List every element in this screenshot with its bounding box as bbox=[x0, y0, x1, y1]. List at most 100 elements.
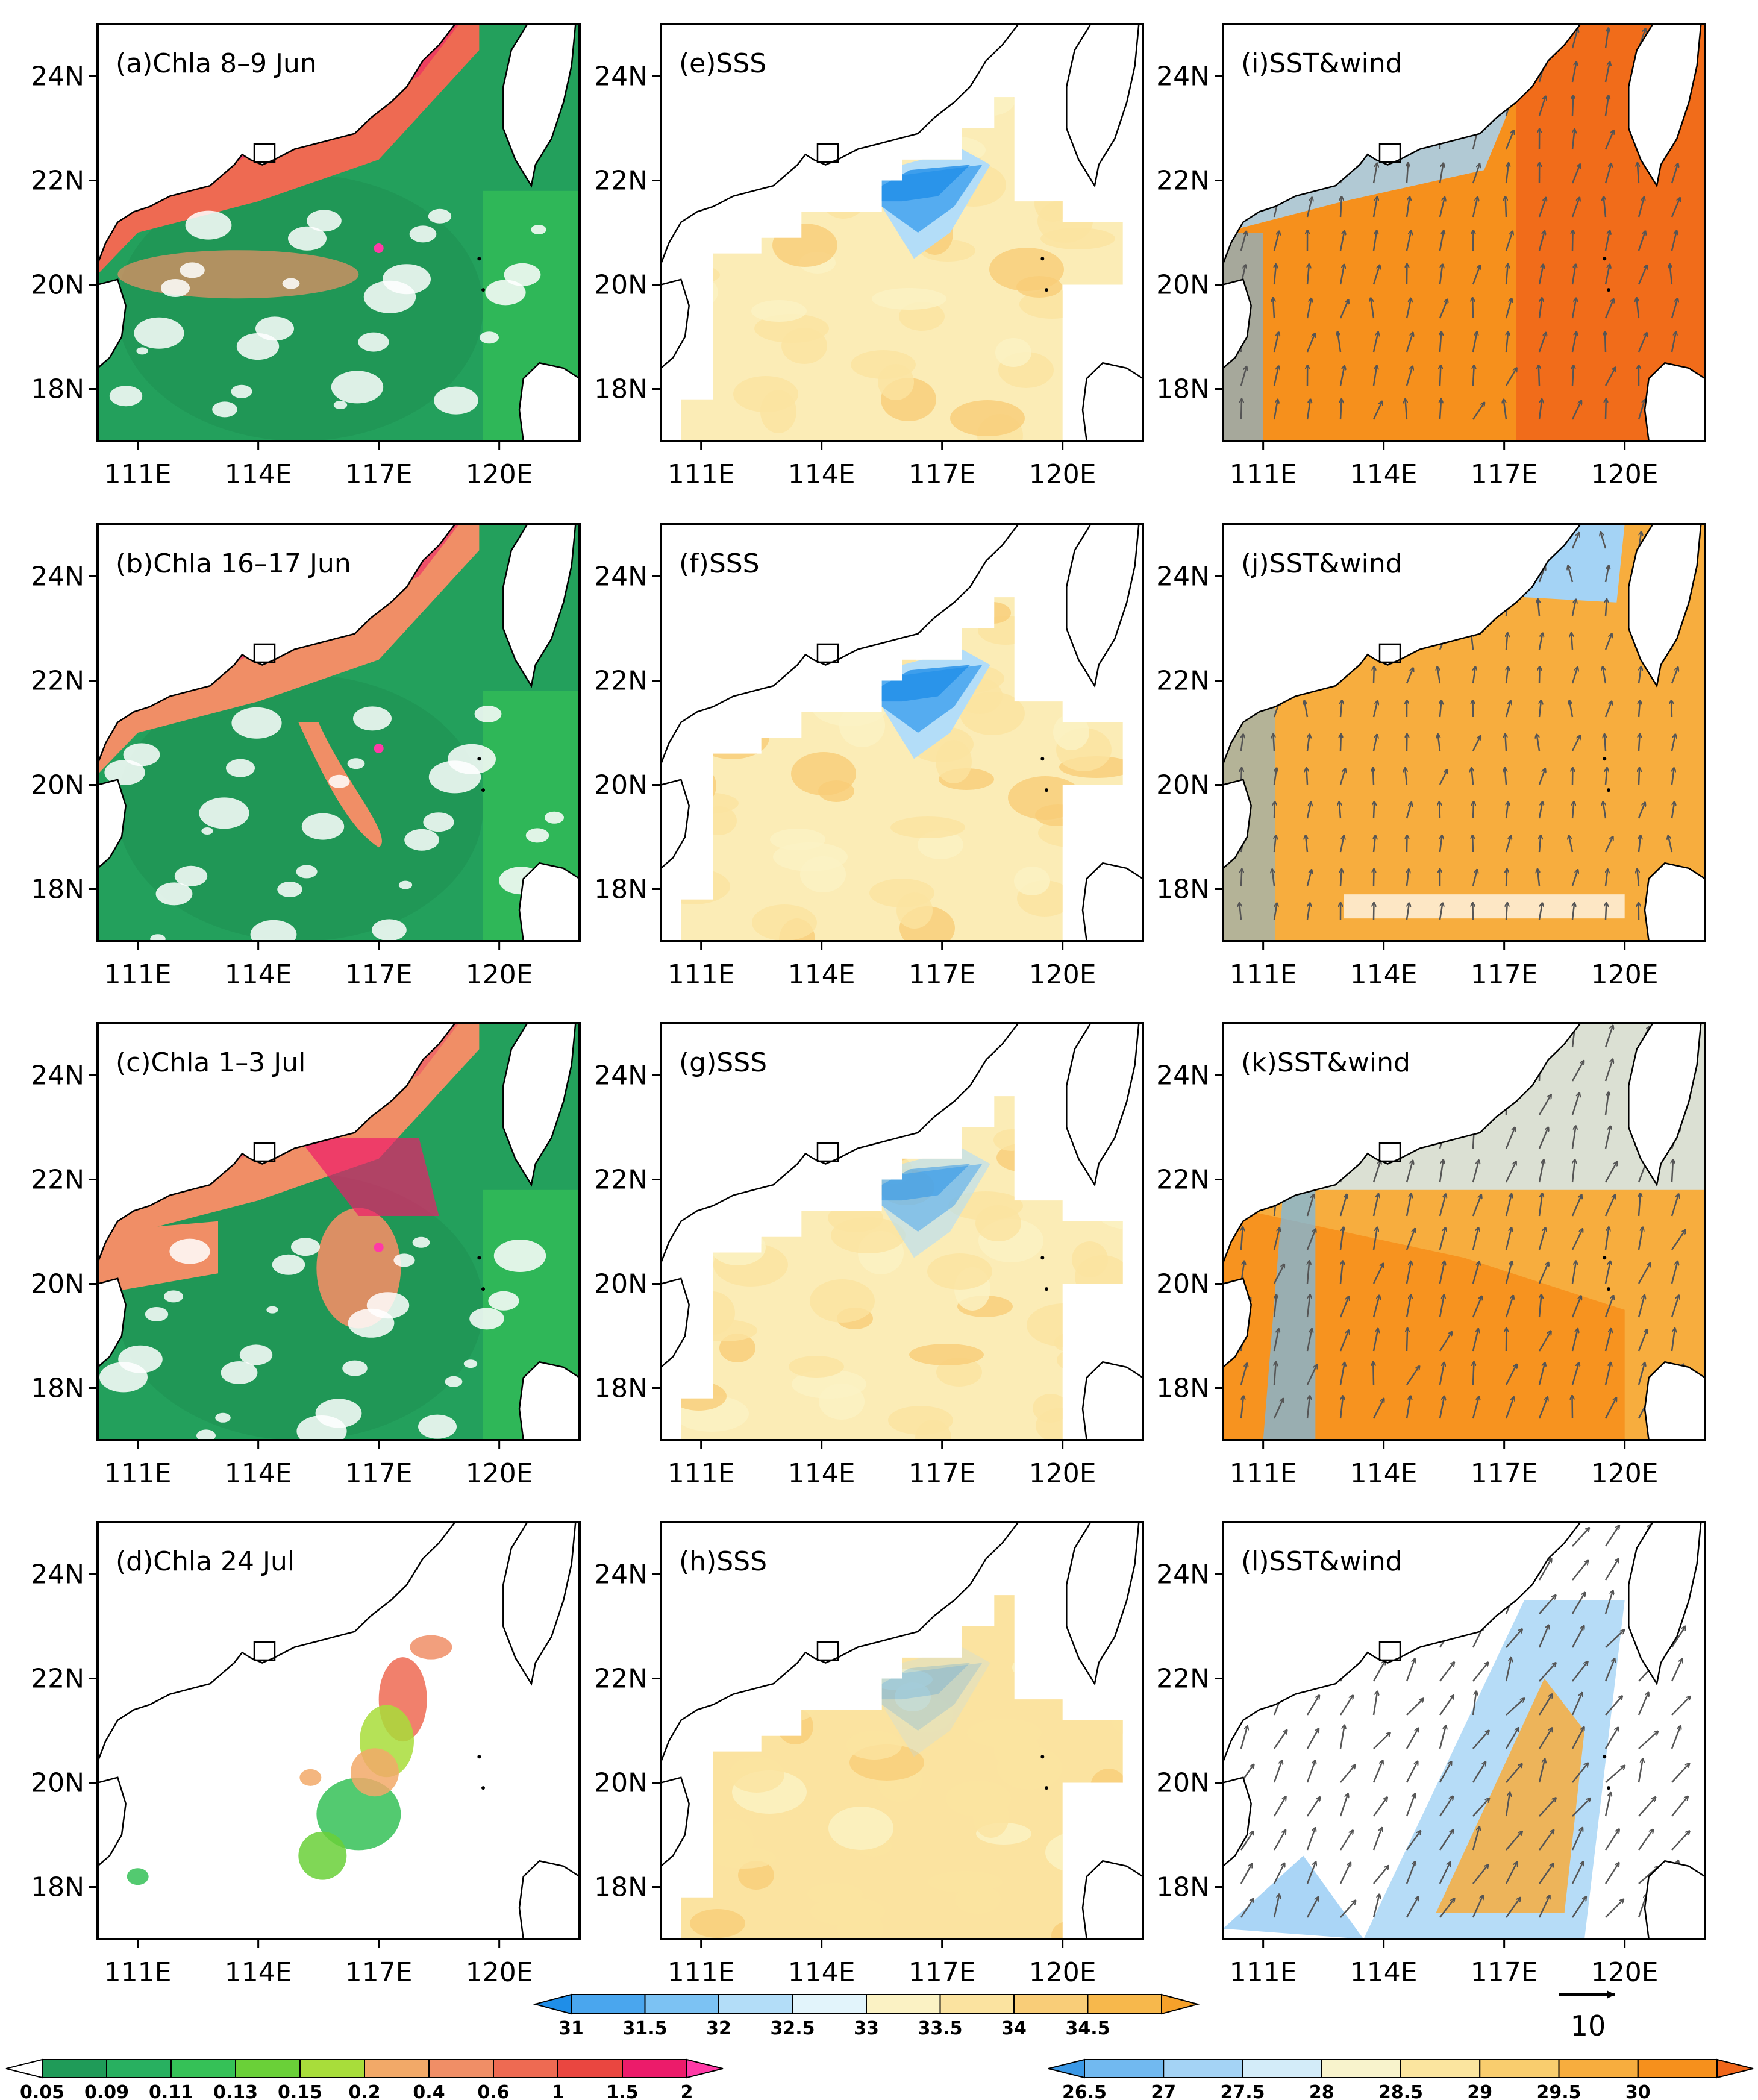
wind-vector bbox=[1306, 734, 1310, 751]
coastline-taiwan bbox=[502, 1522, 577, 1686]
lon-tick-label: 120E bbox=[466, 459, 533, 490]
estuary-box bbox=[816, 643, 839, 663]
estuary-box bbox=[1378, 1142, 1401, 1162]
wind-vector bbox=[1604, 634, 1612, 650]
lon-tick-label: 120E bbox=[466, 1957, 533, 1988]
wind-vector bbox=[1439, 769, 1447, 785]
panel-frame bbox=[1222, 1022, 1706, 1441]
wind-vector bbox=[1671, 768, 1674, 785]
coastline-taiwan bbox=[502, 524, 577, 688]
wind-vector bbox=[1571, 736, 1580, 751]
wind-vector bbox=[1473, 365, 1474, 386]
wind-vector bbox=[1571, 129, 1575, 150]
wind-vector bbox=[1406, 1229, 1415, 1250]
wind-vector bbox=[1306, 400, 1310, 420]
wind-vector bbox=[1473, 1362, 1474, 1385]
coastline-hainan bbox=[98, 278, 127, 369]
wind-vector bbox=[1639, 835, 1641, 853]
wind-vector bbox=[1505, 1296, 1513, 1318]
wind-vector bbox=[1406, 231, 1411, 251]
wind-vector bbox=[1405, 768, 1407, 785]
wind-vector bbox=[1571, 633, 1572, 650]
wind-vector bbox=[1505, 1658, 1511, 1682]
wind-vector bbox=[1240, 231, 1247, 251]
wind-vector bbox=[1505, 836, 1511, 853]
wind-vector bbox=[1637, 869, 1639, 886]
coastline-luzon bbox=[1644, 862, 1705, 941]
map-panel-sst-3: (k)SST&wind 24N 22N 20N 18N 111E 114E 117E 120E bbox=[1156, 1022, 1706, 1489]
lon-tick-label: 111E bbox=[1230, 459, 1297, 490]
colorbar-tick-label: 26.5 bbox=[1062, 2082, 1107, 2100]
wind-vector bbox=[1439, 264, 1442, 285]
wind-vector bbox=[1604, 130, 1614, 150]
wind-vector bbox=[1240, 1396, 1243, 1419]
colorbar-tick-label: 27.5 bbox=[1220, 2082, 1265, 2100]
wind-vector bbox=[1372, 1263, 1383, 1284]
wind-vector bbox=[1506, 633, 1507, 650]
colorbar-over-triangle bbox=[1716, 2058, 1754, 2079]
wind-vector bbox=[1571, 1329, 1578, 1352]
wind-vector bbox=[1572, 1763, 1588, 1783]
wind-vector bbox=[1340, 869, 1342, 886]
map-panel-sst-1: (i)SST&wind 24N 22N 20N 18N 111E 114E 117E 120E bbox=[1156, 23, 1706, 490]
lon-tick-label: 114E bbox=[788, 1458, 856, 1489]
wind-vector bbox=[1604, 1863, 1619, 1884]
wind-vector bbox=[1272, 869, 1275, 886]
wind-vector bbox=[1538, 1127, 1548, 1149]
wind-vector bbox=[1572, 801, 1574, 819]
wind-vector bbox=[1339, 231, 1345, 251]
wind-vector bbox=[1406, 1261, 1411, 1284]
wind-vector bbox=[1372, 163, 1377, 184]
colorbar-tick-label: 34 bbox=[1001, 2018, 1027, 2039]
wind-vector bbox=[1571, 1229, 1583, 1250]
wind-vector bbox=[1339, 1794, 1348, 1817]
colorbar-under-triangle bbox=[5, 2058, 43, 2079]
lat-tick-label: 20N bbox=[31, 270, 84, 301]
colorbar-tick-label: 0.6 bbox=[477, 2082, 509, 2100]
wind-vector bbox=[1372, 1194, 1378, 1217]
wind-vector bbox=[1339, 1261, 1343, 1284]
wind-vector bbox=[1506, 903, 1507, 920]
coastline-hainan bbox=[661, 1776, 690, 1867]
wind-vector bbox=[1339, 1725, 1345, 1749]
colorbar-segment bbox=[866, 1994, 941, 2014]
wind-vector bbox=[1539, 700, 1541, 718]
wind-vector bbox=[1571, 1862, 1583, 1884]
wind-vector bbox=[1572, 1798, 1591, 1817]
wind-vector bbox=[1373, 1733, 1390, 1749]
wind-vector bbox=[1406, 802, 1412, 819]
estuary-box bbox=[253, 143, 276, 163]
wind-vector bbox=[1638, 1829, 1653, 1851]
wind-vector bbox=[1604, 1296, 1613, 1318]
wind-vector bbox=[1538, 599, 1540, 616]
wind-vector bbox=[1671, 1230, 1686, 1250]
wind-vector bbox=[1339, 801, 1340, 819]
coastline-luzon bbox=[518, 1361, 580, 1440]
lon-tick-label: 117E bbox=[345, 459, 413, 490]
wind-vector bbox=[1506, 1831, 1522, 1851]
lon-tick-label: 114E bbox=[225, 1957, 292, 1988]
wind-vector bbox=[1439, 1725, 1446, 1749]
colorbar-segment bbox=[428, 2059, 494, 2078]
panel-frame bbox=[1222, 523, 1706, 942]
wind-vector bbox=[1339, 1863, 1351, 1884]
coastline-hainan bbox=[98, 779, 127, 869]
wind-vector bbox=[1538, 1331, 1551, 1352]
colorbar-tick-label: 28.5 bbox=[1378, 2082, 1423, 2100]
lon-tick-label: 117E bbox=[909, 459, 976, 490]
lon-tick-label: 117E bbox=[1471, 459, 1538, 490]
wind-vector bbox=[1306, 197, 1312, 218]
wind-vector bbox=[1306, 1329, 1312, 1352]
wind-vector bbox=[1506, 1764, 1522, 1783]
wind-vector bbox=[1638, 265, 1647, 285]
wind-vector bbox=[1472, 1261, 1479, 1284]
coastline-hainan bbox=[661, 1277, 690, 1368]
panel-frame bbox=[96, 523, 581, 942]
wind-vector bbox=[1472, 403, 1484, 420]
wind-vector bbox=[1604, 1559, 1619, 1581]
wind-vector bbox=[1406, 1794, 1415, 1817]
wind-vector bbox=[1372, 735, 1377, 751]
wind-vector bbox=[1538, 231, 1545, 251]
wind-vector bbox=[1340, 1765, 1355, 1783]
wind-vector bbox=[1604, 95, 1609, 116]
